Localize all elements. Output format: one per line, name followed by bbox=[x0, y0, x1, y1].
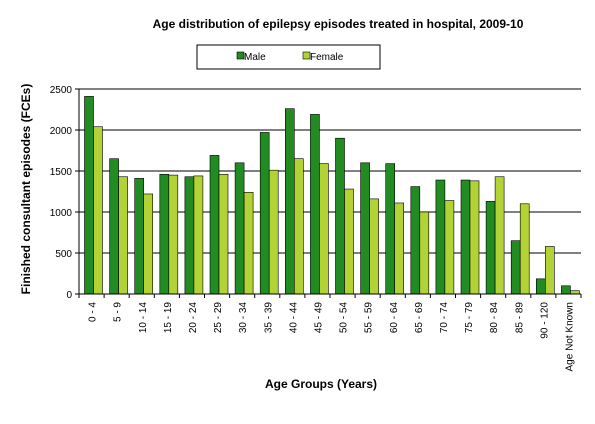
bar-female bbox=[143, 193, 153, 295]
bar-male bbox=[410, 186, 421, 295]
bar-male bbox=[134, 178, 144, 295]
y-tick-label: 1500 bbox=[50, 167, 73, 178]
x-tick-label: 25 - 29 bbox=[213, 302, 224, 334]
gridlines bbox=[79, 88, 581, 254]
legend-label-male: Male bbox=[244, 52, 266, 63]
legend-box bbox=[196, 44, 381, 70]
bar-male bbox=[284, 108, 295, 295]
x-tick-label: 0 - 4 bbox=[88, 302, 99, 322]
bar-male bbox=[385, 163, 396, 295]
bar-male bbox=[335, 137, 345, 295]
x-tick-label: 75 - 79 bbox=[464, 302, 475, 334]
x-tick-label: 15 - 19 bbox=[163, 302, 174, 334]
y-tick-label: 2500 bbox=[50, 85, 73, 96]
y-tick-label: 500 bbox=[55, 249, 72, 260]
bar-female bbox=[394, 202, 405, 295]
x-tick-label: 60 - 64 bbox=[389, 302, 400, 334]
bar-male bbox=[209, 155, 220, 295]
bar-female bbox=[494, 176, 505, 295]
legend-label-female: Female bbox=[310, 52, 344, 63]
bar-female bbox=[268, 169, 279, 295]
bar-male bbox=[485, 201, 496, 295]
bar-female bbox=[118, 176, 128, 295]
bar-male bbox=[460, 179, 471, 295]
bar-female bbox=[344, 188, 354, 295]
x-axis-title: Age Groups (Years) bbox=[265, 377, 377, 391]
y-axis: 0 500 1000 1500 2000 2500 bbox=[50, 85, 80, 301]
x-tick-label: 85 - 89 bbox=[514, 302, 525, 334]
x-tick-label: 90 - 120 bbox=[539, 302, 550, 339]
x-tick-label: 10 - 14 bbox=[138, 302, 149, 334]
legend: Male Female bbox=[196, 44, 381, 70]
bar-female bbox=[243, 192, 254, 295]
bar-female bbox=[93, 126, 103, 295]
bar-female bbox=[544, 246, 555, 295]
legend-swatch-male bbox=[236, 51, 245, 60]
x-tick-label: 80 - 84 bbox=[489, 302, 500, 334]
bar-male bbox=[109, 158, 119, 295]
bar-female bbox=[293, 158, 304, 295]
bar-female bbox=[444, 200, 455, 295]
bar-male bbox=[259, 132, 270, 295]
x-tick-label: 40 - 44 bbox=[288, 302, 299, 334]
y-tick-label: 2000 bbox=[50, 126, 73, 137]
x-tick-label: 35 - 39 bbox=[263, 302, 274, 334]
bar-male bbox=[310, 114, 320, 295]
bar-male bbox=[435, 179, 446, 295]
bar-female bbox=[469, 180, 480, 295]
bar-male bbox=[184, 176, 195, 295]
bars bbox=[84, 96, 580, 295]
bar-female bbox=[168, 174, 179, 295]
bar-female bbox=[218, 173, 229, 295]
bar-male bbox=[510, 240, 521, 295]
bar-female bbox=[419, 211, 430, 295]
x-tick-label: 55 - 59 bbox=[364, 302, 375, 334]
chart-title: Age distribution of epilepsy episodes tr… bbox=[153, 17, 524, 31]
bar-male bbox=[535, 278, 546, 295]
y-axis-title: Finished consultant episodes (FCEs) bbox=[19, 84, 33, 295]
bar-female bbox=[193, 175, 204, 295]
x-tick-label: 65 - 69 bbox=[414, 302, 425, 334]
bar-male bbox=[561, 285, 571, 295]
bar-male bbox=[234, 162, 245, 295]
bar-male bbox=[84, 96, 94, 295]
x-tick-label: 45 - 49 bbox=[313, 302, 324, 334]
x-axis: 0 - 4 5 - 9 10 - 14 15 - 19 20 - 24 25 - 29 30… bbox=[78, 293, 582, 372]
bar-female bbox=[319, 163, 329, 295]
bar-female bbox=[519, 203, 530, 295]
x-tick-label: 70 - 74 bbox=[439, 302, 450, 334]
y-tick-label: 1000 bbox=[50, 208, 73, 219]
legend-swatch-female bbox=[302, 51, 311, 60]
x-tick-label: 50 - 54 bbox=[339, 302, 350, 334]
bar-male bbox=[159, 173, 170, 295]
y-tick-label: 0 bbox=[66, 290, 72, 301]
x-tick-label: 5 - 9 bbox=[113, 302, 124, 322]
x-tick-label: 30 - 34 bbox=[238, 302, 249, 334]
bar-female bbox=[369, 198, 379, 295]
x-tick-label: Age Not Known bbox=[564, 302, 575, 372]
bar-male bbox=[360, 162, 370, 295]
x-tick-label: 20 - 24 bbox=[188, 302, 199, 334]
